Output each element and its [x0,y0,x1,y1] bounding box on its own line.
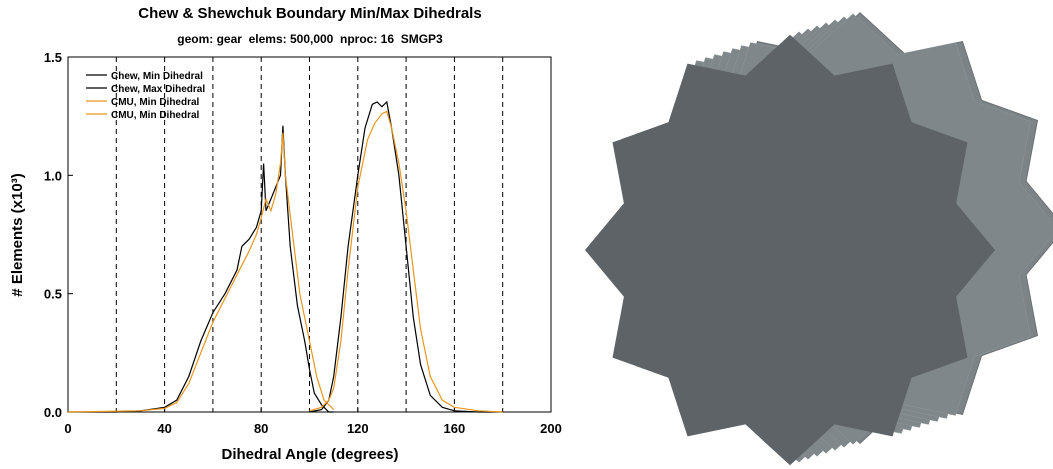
legend-label: CMU, Min Dihedral [111,97,200,108]
y-tick-label: 0.0 [44,405,62,420]
chart: Chew & Shewchuk Boundary Min/Max Dihedra… [0,0,1053,469]
legend-label: Chew, Max Dihedral [111,84,205,95]
x-tick-label: 200 [540,421,562,436]
y-tick-label: 0.5 [44,287,62,302]
y-axis-label: # Elements (x10³) [9,173,26,296]
gear-image [585,13,1053,466]
chart-title: Chew & Shewchuk Boundary Min/Max Dihedra… [138,5,481,22]
x-tick-label: 160 [444,421,466,436]
x-tick-label: 120 [347,421,369,436]
chart-subtitle: geom: gear elems: 500,000 nproc: 16 SMGP… [177,32,443,46]
x-tick-label: 40 [157,421,171,436]
x-axis-label: Dihedral Angle (degrees) [222,446,399,463]
series-line [68,126,334,412]
y-tick-label: 1.5 [44,50,62,65]
x-tick-label: 80 [254,421,268,436]
page: Chew & Shewchuk Boundary Min/Max Dihedra… [0,0,1053,469]
y-tick-label: 1.0 [44,168,62,183]
legend-label: Chew, Min Dihedral [111,71,203,82]
x-tick-label: 0 [64,421,71,436]
legend-label: CMU, Min Dihedral [111,110,200,121]
